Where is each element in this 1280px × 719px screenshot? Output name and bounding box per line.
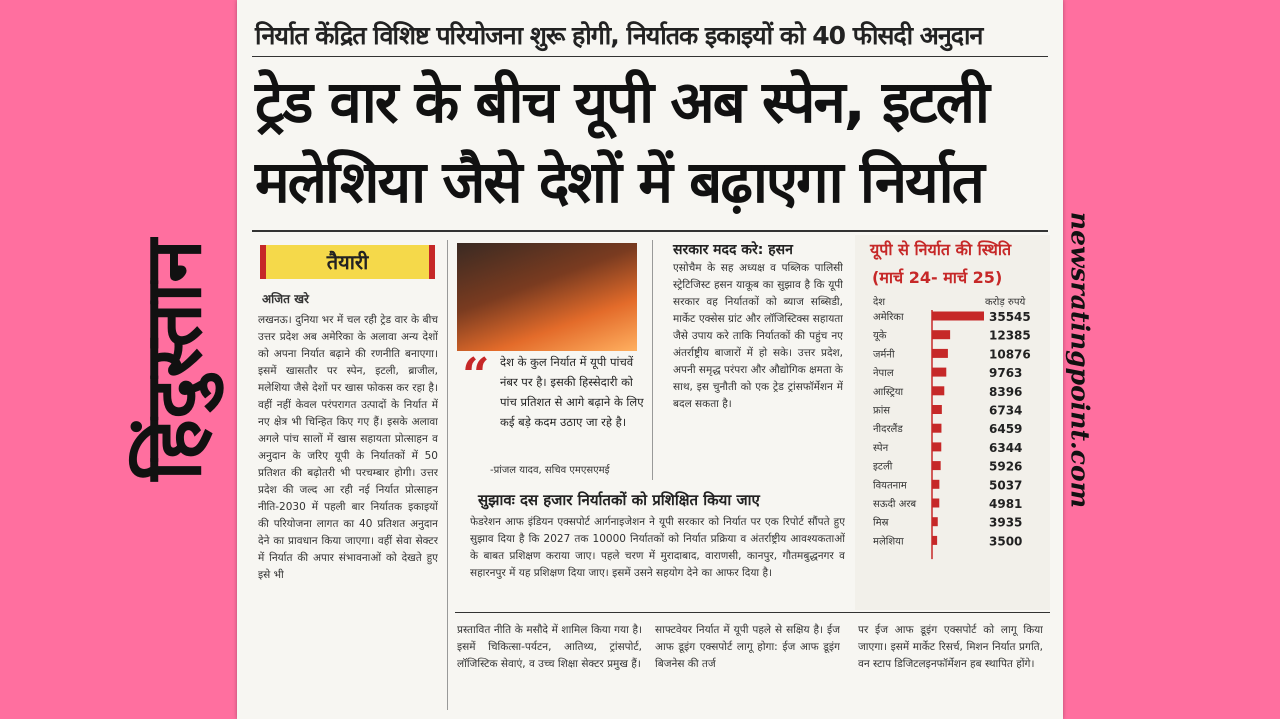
value-header: करोड़ रुपये	[985, 297, 1026, 308]
category-header: देश	[873, 297, 886, 308]
bar	[932, 535, 938, 545]
chart-title: यूपी से निर्यात की स्थिति	[870, 240, 1012, 259]
bottom-column: पर ईज आफ डूइंग एक्सपोर्ट को लागू किया जा…	[858, 624, 1043, 670]
bottom-column: प्रस्तावित नीति के मसौदे में शामिल किया …	[457, 624, 642, 670]
bar	[932, 479, 940, 489]
chart: अमेरिका 35545 यूके 12385 जर्मनी 10876 नेपाल 976…	[873, 310, 1031, 560]
category-label: अमेरिका	[873, 311, 904, 323]
value-label: 10876	[989, 347, 1031, 361]
tag: तैयारी	[260, 245, 435, 279]
category-label: यूके	[873, 330, 887, 342]
watermark: newsratingpoint.com	[1065, 211, 1095, 509]
category-label: मलेशिया	[873, 535, 904, 547]
suggestion-heading: सुझावः दस हजार निर्यातकों को प्रशिक्षित …	[478, 491, 760, 509]
category-label: सऊदी अरब	[873, 498, 916, 510]
bar	[932, 517, 938, 527]
category-label: आस्ट्रिया	[873, 386, 904, 398]
value-label: 12385	[989, 329, 1031, 343]
suggestion-body: फेडरेशन आफ इंडियन एक्सपोर्ट आर्गनाइजेशन …	[470, 516, 845, 579]
category-label: फ्रांस	[873, 405, 890, 417]
bar	[932, 348, 948, 358]
column-rule	[447, 240, 448, 710]
value-label: 6344	[989, 441, 1022, 455]
bottom-column: साफ्टवेयर निर्यात में यूपी पहले से सक्षि…	[655, 624, 840, 670]
bar	[932, 367, 947, 377]
bar	[932, 311, 984, 321]
kicker: निर्यात केंद्रित विशिष्ट परियोजना शुरू ह…	[255, 21, 983, 50]
side-heading: सरकार मदद करे: हसन	[673, 242, 793, 258]
quote-attribution: -प्रांजल यादव, सचिव एमएसएमई	[490, 465, 610, 476]
value-label: 6459	[989, 422, 1022, 436]
bar	[932, 442, 942, 452]
rule	[455, 612, 1050, 613]
masthead: हिंदुस्तान	[129, 239, 219, 481]
value-label: 6734	[989, 404, 1022, 418]
category-label: स्पेन	[873, 442, 889, 454]
value-label: 3500	[989, 534, 1022, 548]
bar	[932, 405, 942, 414]
value-label: 5926	[989, 460, 1022, 474]
value-label: 4981	[989, 497, 1022, 511]
bar	[932, 330, 951, 340]
chart-panel	[855, 235, 1050, 610]
side-body: एसोचैम के सह अध्यक्ष व पब्लिक पालिसी स्ट…	[673, 262, 843, 410]
category-label: नेपाल	[873, 367, 894, 379]
bar	[932, 461, 941, 471]
category-label: नीदरलैंड	[873, 423, 903, 435]
value-label: 3935	[989, 516, 1022, 530]
column-rule	[652, 240, 653, 480]
headline: मलेशिया जैसे देशों में बढ़ाएगा निर्यात	[255, 148, 985, 216]
quote: देश के कुल निर्यात में यूपी पांचवें नंबर…	[500, 355, 644, 429]
bar	[932, 423, 942, 433]
photo	[457, 243, 637, 351]
bar	[932, 498, 940, 508]
bar	[932, 386, 945, 396]
category-label: मिस्र	[873, 517, 889, 529]
category-label: इटली	[873, 461, 893, 473]
value-label: 8396	[989, 385, 1022, 399]
value-label: 5037	[989, 478, 1022, 492]
chart-subtitle: (मार्च 24- मार्च 25)	[872, 268, 1003, 287]
category-label: जर्मनी	[873, 348, 895, 360]
category-label: वियतनाम	[873, 479, 908, 491]
body-text: लखनऊ। दुनिया भर में चल रही ट्रेड वार के …	[258, 314, 438, 581]
headline: ट्रेड वार के बीच यूपी अब स्पेन, इटली	[255, 68, 990, 136]
rule	[252, 56, 1048, 57]
value-label: 9763	[989, 366, 1022, 380]
rule	[252, 230, 1048, 232]
quote-mark: “	[462, 348, 490, 404]
value-label: 35545	[989, 310, 1031, 324]
byline: अजित खरे	[262, 292, 309, 306]
